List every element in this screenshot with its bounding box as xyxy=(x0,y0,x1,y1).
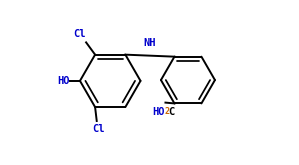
Text: 2: 2 xyxy=(165,107,170,116)
Text: Cl: Cl xyxy=(73,29,85,39)
Text: Cl: Cl xyxy=(92,124,105,134)
Text: NH: NH xyxy=(144,38,156,48)
Text: HO: HO xyxy=(57,76,69,86)
Text: HO: HO xyxy=(152,107,165,117)
Text: C: C xyxy=(168,107,175,117)
